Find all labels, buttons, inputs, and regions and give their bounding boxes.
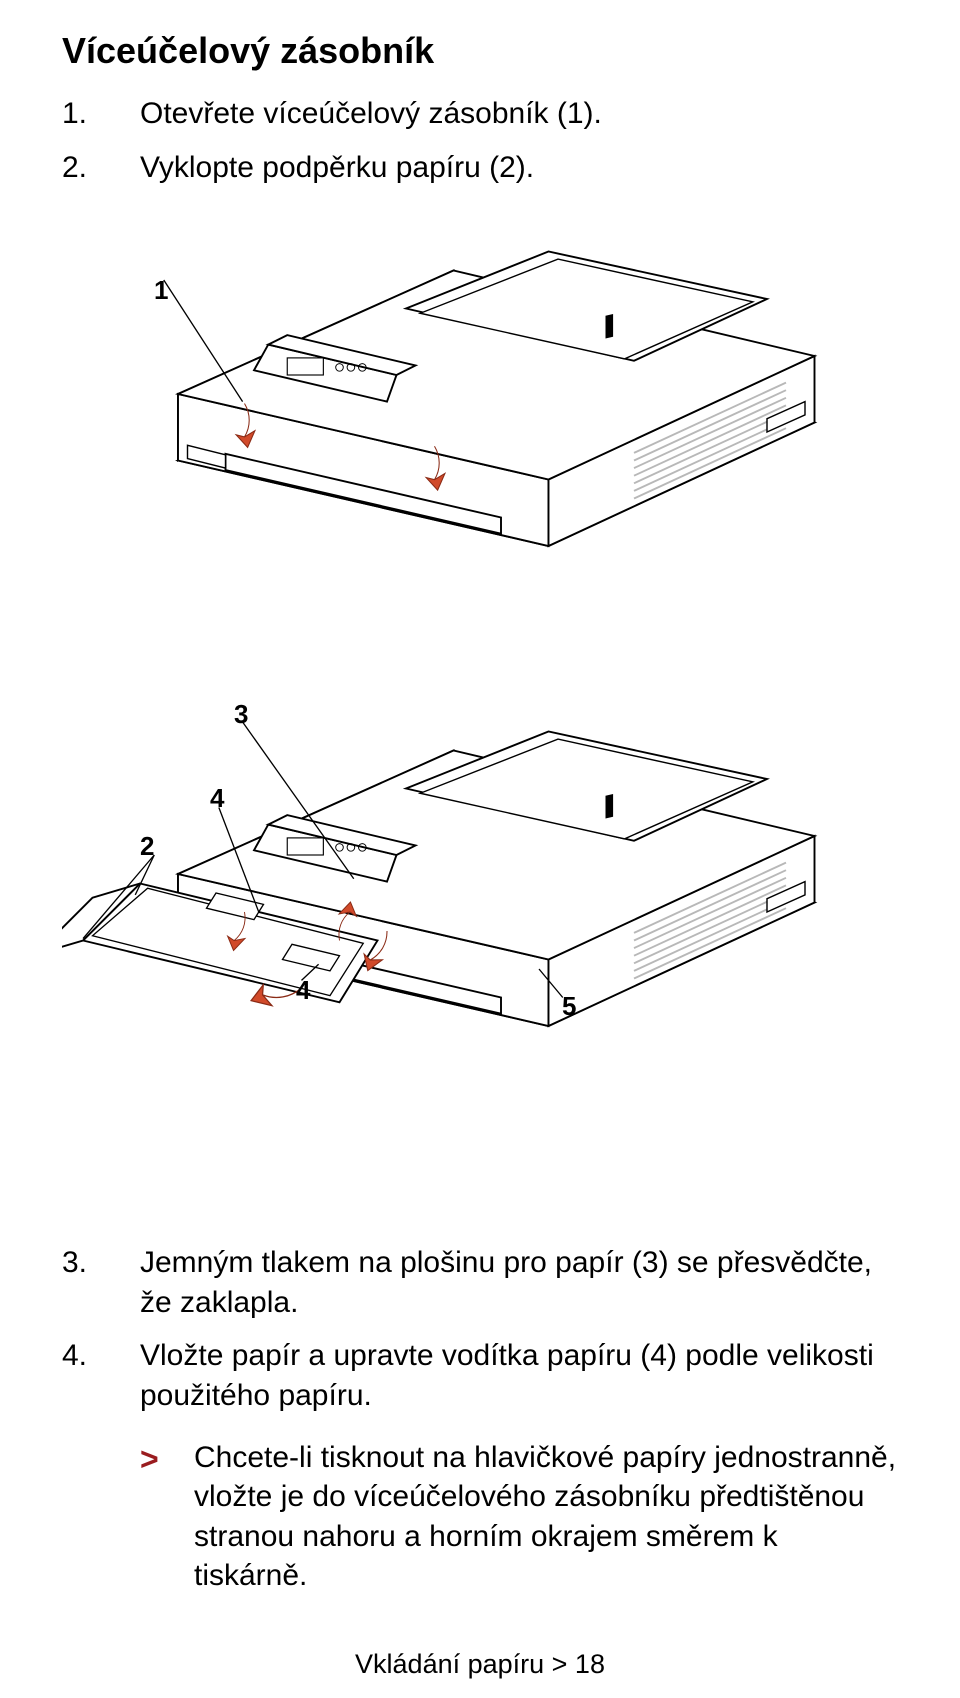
step-item: 2. Vyklopte podpěrku papíru (2). bbox=[62, 148, 898, 188]
step-item: 1. Otevřete víceúčelový zásobník (1). bbox=[62, 94, 898, 134]
step-number: 3. bbox=[62, 1243, 102, 1322]
page-footer: Vkládání papíru > 18 bbox=[0, 1649, 960, 1680]
step-text: Jemným tlakem na plošinu pro papír (3) s… bbox=[140, 1243, 898, 1322]
note-text: Chcete-li tisknout na hlavičkové papíry … bbox=[194, 1438, 898, 1596]
step-text: Vyklopte podpěrku papíru (2). bbox=[140, 148, 534, 188]
step-number: 4. bbox=[62, 1336, 102, 1415]
section-heading: Víceúčelový zásobník bbox=[62, 30, 898, 72]
diagram-label: 4 bbox=[296, 975, 311, 1005]
step-number: 2. bbox=[62, 148, 102, 188]
diagram-label: 4 bbox=[210, 783, 225, 813]
document-page: Víceúčelový zásobník 1. Otevřete víceúče… bbox=[0, 0, 960, 1698]
step-text: Otevřete víceúčelový zásobník (1). bbox=[140, 94, 602, 134]
step-list-bottom: 3. Jemným tlakem na plošinu pro papír (3… bbox=[62, 1243, 898, 1415]
step-item: 3. Jemným tlakem na plošinu pro papír (3… bbox=[62, 1243, 898, 1322]
step-number: 1. bbox=[62, 94, 102, 134]
step-text: Vložte papír a upravte vodítka papíru (4… bbox=[140, 1336, 898, 1415]
diagram-label: 2 bbox=[140, 831, 154, 861]
diagram-label: 1 bbox=[154, 275, 168, 305]
diagram-label: 3 bbox=[234, 699, 248, 729]
chevron-right-icon: > bbox=[140, 1438, 160, 1596]
step-item: 4. Vložte papír a upravte vodítka papíru… bbox=[62, 1336, 898, 1415]
note-block: > Chcete-li tisknout na hlavičkové papír… bbox=[140, 1438, 898, 1596]
diagram-label: 5 bbox=[562, 991, 576, 1021]
step-list-top: 1. Otevřete víceúčelový zásobník (1). 2.… bbox=[62, 94, 898, 187]
printer-diagram: 1 3 4 2 4 5 bbox=[62, 207, 898, 1197]
